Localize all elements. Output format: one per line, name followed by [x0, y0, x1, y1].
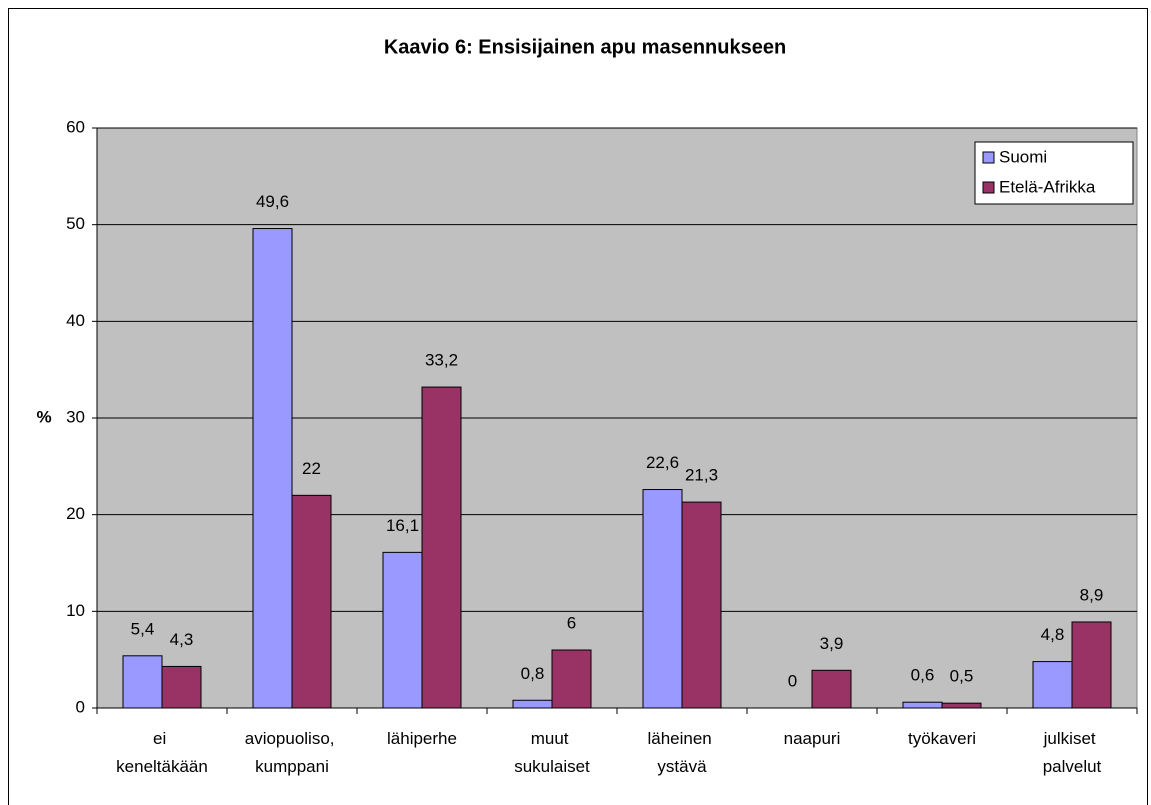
bar: [161, 665, 202, 709]
data-label: 0,8: [521, 664, 545, 683]
x-tick-label: muut sukulaiset: [514, 729, 590, 776]
bar: [642, 489, 683, 709]
bar: [382, 551, 423, 709]
data-label: 0,5: [950, 667, 974, 686]
data-label: 16,1: [386, 516, 419, 535]
legend-box: [974, 141, 1134, 205]
bar: [421, 386, 462, 709]
data-label: 5,4: [131, 619, 155, 638]
bar: [941, 702, 982, 709]
data-label: 22: [302, 459, 321, 478]
x-tick-label: naapuri: [784, 729, 841, 748]
y-tick-label: 60: [66, 117, 85, 136]
data-label: 8,9: [1080, 585, 1104, 604]
bar: [291, 494, 332, 709]
y-tick-label: 10: [66, 601, 85, 620]
legend-label: Suomi: [999, 147, 1047, 166]
y-tick-label: 50: [66, 214, 85, 233]
data-label: 0,6: [911, 666, 935, 685]
bar: [681, 501, 722, 709]
bar: [811, 669, 852, 709]
x-tick-label: lähiperhe: [387, 729, 457, 748]
bar: [512, 699, 553, 709]
data-label: 33,2: [425, 351, 458, 370]
x-tick-label: työkaveri: [908, 729, 976, 748]
bar: [551, 649, 592, 709]
data-label: 0: [788, 671, 797, 690]
legend-swatch: [982, 181, 995, 194]
data-label: 21,3: [685, 466, 718, 485]
bar: [902, 701, 943, 709]
bar: [1032, 661, 1073, 709]
legend-swatch: [982, 151, 995, 164]
data-label: 4,3: [170, 630, 194, 649]
data-label: 6: [567, 613, 576, 632]
x-tick-label: aviopuoliso, kumppani: [245, 729, 340, 776]
y-tick-label: 40: [66, 311, 85, 330]
x-tick-label: läheinen ystävä: [647, 729, 716, 776]
x-tick-label: ei keneltäkään: [116, 729, 208, 776]
chart-title: Kaavio 6: Ensisijainen apu masennukseen: [384, 36, 786, 58]
data-label: 4,8: [1041, 625, 1065, 644]
x-tick-label: julkiset palvelut: [1043, 729, 1102, 776]
data-label: 22,6: [646, 453, 679, 472]
y-axis-label: %: [36, 407, 51, 426]
data-label: 49,6: [256, 192, 289, 211]
data-label: 3,9: [820, 634, 844, 653]
y-tick-label: 30: [66, 407, 85, 426]
bar: [252, 228, 293, 709]
legend-label: Etelä-Afrikka: [999, 177, 1096, 196]
bar: [122, 655, 163, 709]
y-tick-label: 0: [76, 697, 85, 716]
y-tick-label: 20: [66, 504, 85, 523]
bar: [1071, 621, 1112, 709]
